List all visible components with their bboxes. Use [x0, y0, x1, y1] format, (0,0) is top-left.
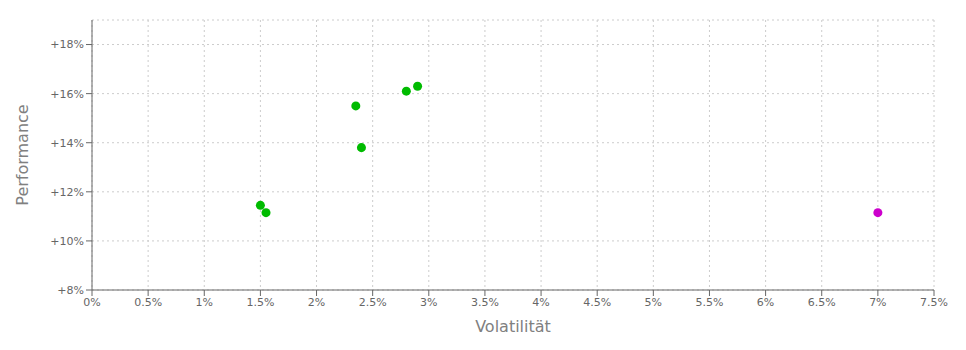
svg-text:4%: 4%: [532, 296, 549, 309]
svg-text:2%: 2%: [308, 296, 325, 309]
svg-text:+18%: +18%: [50, 38, 84, 51]
svg-text:4.5%: 4.5%: [583, 296, 611, 309]
svg-text:7.5%: 7.5%: [920, 296, 948, 309]
svg-text:1%: 1%: [196, 296, 213, 309]
svg-text:+10%: +10%: [50, 235, 84, 248]
svg-text:6%: 6%: [757, 296, 774, 309]
svg-text:3%: 3%: [420, 296, 437, 309]
svg-text:+8%: +8%: [57, 284, 84, 297]
svg-text:+12%: +12%: [50, 186, 84, 199]
svg-text:5.5%: 5.5%: [695, 296, 723, 309]
svg-text:Volatilität: Volatilität: [475, 317, 551, 336]
svg-text:Performance: Performance: [13, 104, 32, 205]
svg-text:3.5%: 3.5%: [471, 296, 499, 309]
svg-text:0%: 0%: [83, 296, 100, 309]
svg-text:0.5%: 0.5%: [134, 296, 162, 309]
svg-text:+16%: +16%: [50, 88, 84, 101]
svg-text:+14%: +14%: [50, 137, 84, 150]
svg-text:1.5%: 1.5%: [246, 296, 274, 309]
svg-text:2.5%: 2.5%: [359, 296, 387, 309]
svg-text:7%: 7%: [869, 296, 886, 309]
svg-text:6.5%: 6.5%: [808, 296, 836, 309]
svg-text:5%: 5%: [645, 296, 662, 309]
